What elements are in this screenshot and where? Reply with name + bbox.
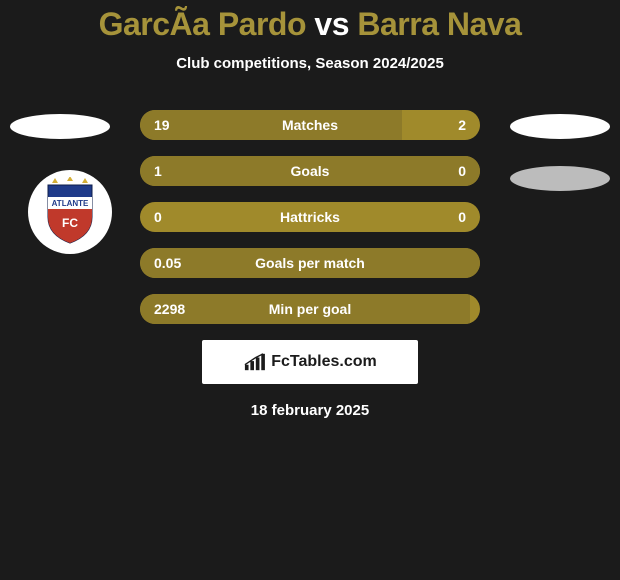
stat-label: Goals	[291, 163, 330, 179]
title-vs: vs	[314, 6, 349, 42]
subtitle: Club competitions, Season 2024/2025	[0, 55, 620, 72]
club-badge-icon: ATLANTE FC	[40, 177, 100, 247]
stat-label: Goals per match	[255, 255, 365, 271]
stat-row: 0 Hattricks 0	[140, 202, 480, 232]
stats-rows: 19 Matches 2 1 Goals 0 0 Hattricks 0 0.05 Goals pe…	[140, 110, 480, 324]
badge-fc: FC	[62, 216, 78, 230]
stat-row: 0.05 Goals per match	[140, 248, 480, 278]
stat-label: Matches	[282, 117, 338, 133]
branding-text: FcTables.com	[271, 353, 377, 371]
stat-left-value: 0.05	[154, 255, 181, 271]
stat-row: 2298 Min per goal	[140, 294, 480, 324]
stat-label: Hattricks	[280, 209, 340, 225]
title-right: Barra Nava	[357, 6, 521, 42]
stat-left-value: 1	[154, 163, 162, 179]
stat-label: Min per goal	[269, 301, 351, 317]
comparison-date: 18 february 2025	[0, 402, 620, 419]
stat-right-value: 0	[458, 209, 466, 225]
stat-left-value: 2298	[154, 301, 185, 317]
branding-bars-icon	[243, 352, 265, 372]
player-left-marker	[10, 114, 110, 139]
player-right-marker-1	[510, 114, 610, 139]
branding: FcTables.com	[202, 340, 418, 384]
player-right-marker-2	[510, 166, 610, 191]
comparison-stage: ATLANTE FC 19Matches21Goals00Hattricks00…	[0, 110, 620, 419]
stat-row: 19 Matches 2	[140, 110, 480, 140]
title-left: GarcÃ­a Pardo	[99, 6, 306, 42]
comparison-title: GarcÃ­a Pardo vs Barra Nava	[0, 6, 620, 43]
stat-left-value: 0	[154, 209, 162, 225]
stat-row: 1 Goals 0	[140, 156, 480, 186]
stat-right-value: 2	[458, 117, 466, 133]
badge-text: ATLANTE	[52, 199, 89, 208]
club-badge: ATLANTE FC	[28, 170, 112, 254]
stat-left-value: 19	[154, 117, 170, 133]
stat-right-value: 0	[458, 163, 466, 179]
stat-row-fill	[140, 110, 402, 140]
